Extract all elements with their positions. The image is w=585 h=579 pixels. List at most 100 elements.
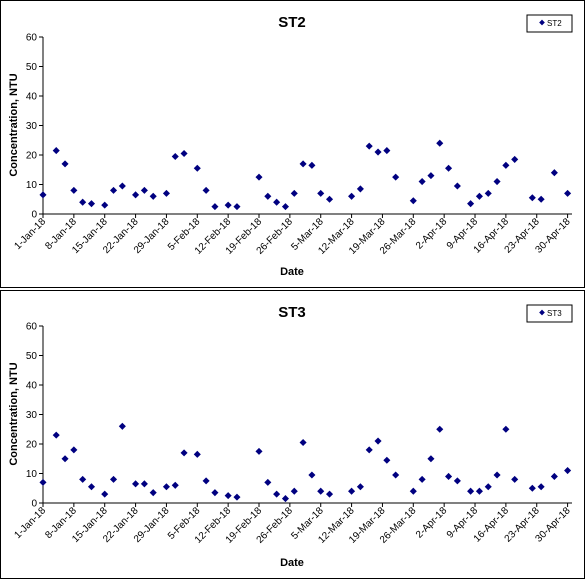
data-point [502, 425, 510, 433]
data-point [374, 148, 382, 156]
data-point [233, 203, 241, 211]
y-tick-label: 60 [26, 322, 38, 333]
data-point [550, 472, 558, 480]
data-point [427, 455, 435, 463]
legend: ST3 [526, 304, 573, 323]
x-axis-title: Date [280, 557, 304, 569]
data-point [61, 160, 69, 168]
data-point [356, 185, 364, 193]
y-tick-label: 30 [26, 121, 38, 132]
data-point [475, 192, 483, 200]
chart-panel-st2: ST2 Concentration, NTU Date ST2 0 10 20 30 4… [0, 0, 585, 288]
data-point [264, 478, 272, 486]
data-point [418, 178, 426, 186]
data-point [493, 471, 501, 479]
data-point [528, 194, 536, 202]
data-point [493, 178, 501, 186]
data-point [149, 192, 157, 200]
data-point [162, 483, 170, 491]
chart-panel-frame [0, 290, 585, 579]
data-point [281, 203, 289, 211]
legend-box [526, 14, 573, 33]
y-tick-label: 30 [26, 410, 38, 421]
data-point [193, 450, 201, 458]
data-point [273, 198, 281, 206]
data-point [61, 455, 69, 463]
data-point [511, 155, 519, 163]
data-point [79, 475, 87, 483]
data-point [132, 191, 140, 199]
data-point [52, 147, 60, 155]
x-axis-title: Date [280, 266, 304, 278]
data-point [317, 487, 325, 495]
data-point [317, 189, 325, 197]
data-point [281, 495, 289, 503]
data-point [140, 480, 148, 488]
data-point [383, 456, 391, 464]
data-point [383, 147, 391, 155]
data-point [356, 483, 364, 491]
data-point [537, 195, 545, 203]
data-point [308, 161, 316, 169]
chart-title: ST3 [278, 304, 306, 321]
data-point [202, 477, 210, 485]
data-point [70, 446, 78, 454]
data-point [132, 480, 140, 488]
legend: ST2 [526, 14, 573, 33]
data-point [118, 182, 126, 190]
y-axis-title: Concentration, NTU [8, 362, 20, 465]
data-point [140, 186, 148, 194]
y-axis-title: Concentration, NTU [8, 73, 20, 176]
data-point [109, 475, 118, 483]
data-point [436, 425, 444, 433]
data-point [427, 172, 435, 180]
data-point [475, 487, 483, 495]
data-point [550, 169, 558, 177]
data-point [392, 173, 400, 181]
data-point [180, 449, 188, 457]
data-point [171, 152, 179, 161]
data-point [392, 471, 400, 479]
data-point [564, 189, 572, 197]
data-point [374, 437, 382, 445]
y-tick-label: 50 [26, 62, 38, 73]
y-tick-label: 40 [26, 92, 38, 103]
data-point [202, 186, 210, 194]
data-point [365, 142, 373, 150]
data-point [365, 446, 373, 454]
data-point [290, 189, 298, 197]
data-point [326, 195, 334, 203]
data-point [39, 478, 47, 486]
y-tick-label: 10 [26, 180, 38, 191]
data-point [528, 484, 536, 492]
data-point [39, 191, 47, 199]
data-point [308, 471, 316, 479]
legend-label: ST3 [547, 309, 562, 318]
data-point [445, 164, 453, 172]
data-point [348, 192, 356, 200]
data-point [233, 493, 241, 501]
data-point [101, 490, 109, 498]
chart-panel-st3: ST3 Concentration, NTU Date ST3 0 10 20 30 4… [0, 290, 585, 579]
data-point [224, 492, 232, 500]
data-point [87, 483, 96, 491]
y-tick-label: 0 [31, 499, 37, 510]
data-point [193, 164, 201, 172]
data-point [436, 139, 444, 147]
data-point [467, 200, 475, 208]
data-point [255, 173, 263, 181]
legend-box [526, 304, 573, 323]
data-point [484, 483, 492, 491]
data-point [537, 483, 545, 491]
data-point [211, 203, 219, 211]
data-point [502, 161, 510, 169]
y-tick-label: 60 [26, 33, 38, 44]
data-point [273, 490, 281, 498]
data-point [87, 200, 96, 208]
data-point [52, 431, 60, 439]
data-point [79, 198, 87, 206]
y-tick-label: 20 [26, 151, 38, 162]
data-point [211, 489, 219, 497]
data-point [299, 438, 307, 447]
